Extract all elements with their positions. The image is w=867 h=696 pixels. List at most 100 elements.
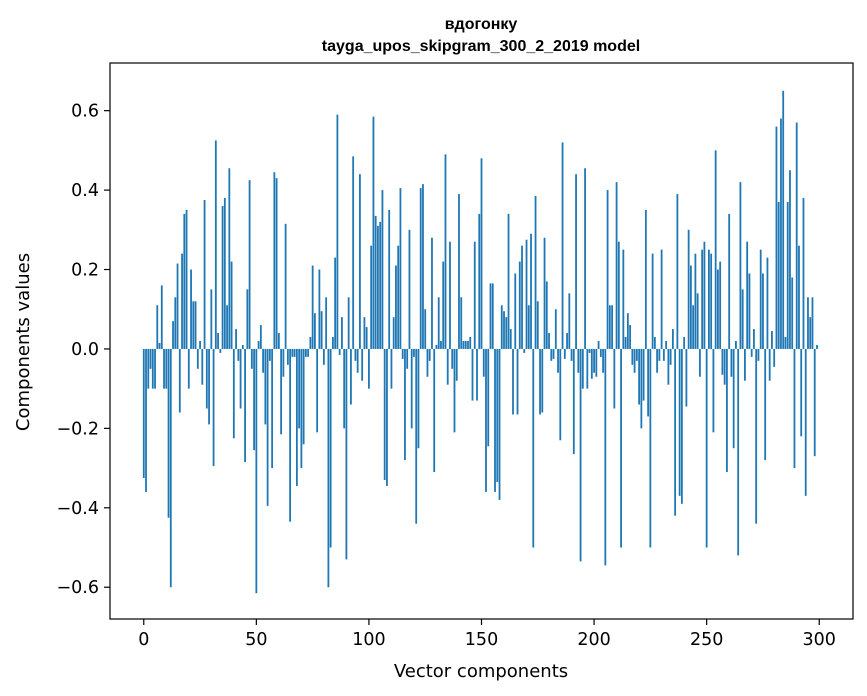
bar-component-7 [158,342,161,349]
bar-component-194 [579,348,582,562]
bar-component-155 [491,283,494,349]
bar-component-8 [160,285,163,349]
bar-component-182 [552,348,555,359]
bar-component-134 [444,154,447,349]
bar-component-58 [273,172,276,349]
bar-component-189 [568,293,571,349]
bar-component-24 [196,348,199,369]
bar-component-123 [419,188,422,349]
bar-component-25 [199,341,201,349]
bar-component-45 [244,348,246,463]
bar-component-161 [505,317,508,349]
bar-component-36 [223,198,226,349]
bar-component-139 [455,348,458,381]
bar-component-31 [212,348,215,467]
bar-component-208 [611,305,613,349]
bar-component-14 [174,297,177,349]
bar-component-259 [726,348,728,473]
bar-component-47 [248,180,251,349]
chart-subtitle: tayga_upos_skipgram_300_2_2019 model [322,38,640,55]
bar-component-26 [201,348,204,385]
bar-component-11 [167,348,170,518]
bar-component-129 [433,348,436,473]
bar-component-16 [178,348,181,413]
bar-component-239 [680,348,683,504]
bar-component-243 [689,265,692,349]
bar-component-30 [210,289,213,349]
bar-component-175 [536,301,539,349]
y-tick-label: −0.6 [57,578,100,598]
bar-component-219 [635,348,638,361]
bar-component-214 [624,337,627,349]
bar-component-251 [708,249,710,349]
bar-component-23 [194,301,197,349]
bar-component-260 [728,213,731,349]
bar-component-4 [151,348,154,389]
bar-component-206 [606,190,609,349]
bar-component-256 [719,261,722,349]
bar-component-149 [478,213,481,349]
bar-component-272 [755,348,758,524]
bar-series [142,90,818,594]
bar-component-284 [782,90,785,349]
bar-component-200 [593,348,595,373]
bar-component-223 [644,209,647,349]
bar-component-43 [239,348,242,409]
bar-component-145 [469,337,472,349]
bar-component-240 [683,337,686,349]
bar-component-71 [302,348,305,445]
bar-component-293 [802,198,805,349]
bar-component-263 [735,341,737,349]
bar-component-57 [271,348,274,469]
bar-component-281 [775,126,778,349]
bar-component-198 [588,348,591,353]
bar-component-268 [746,241,749,349]
bar-component-121 [415,348,418,524]
bar-component-227 [653,337,656,349]
bar-component-35 [221,205,224,349]
bar-component-132 [440,341,442,349]
bar-component-15 [176,263,179,349]
bar-component-169 [523,348,526,353]
bar-component-125 [424,309,427,349]
bar-component-133 [442,261,445,349]
bar-component-100 [368,348,370,389]
y-axis-label: Components values [13,253,34,431]
bar-component-66 [291,348,294,357]
bar-component-141 [460,297,463,349]
bar-component-210 [615,182,618,349]
bar-component-90 [345,348,348,560]
plot-frame [109,62,854,620]
bar-component-258 [723,348,726,385]
bar-component-190 [570,348,573,361]
bar-component-264 [737,348,740,556]
bar-component-233 [667,348,670,385]
bar-component-277 [766,257,769,349]
bar-component-289 [793,348,796,469]
bar-component-170 [525,239,528,349]
bar-component-186 [561,142,564,349]
bar-component-2 [147,348,150,389]
bar-component-67 [293,348,296,357]
bar-component-1 [145,348,147,492]
bar-component-81 [325,297,328,349]
bar-component-55 [266,348,269,506]
bar-component-138 [453,348,456,433]
bar-component-275 [762,273,764,349]
bar-component-107 [383,348,386,480]
bar-component-94 [354,348,357,361]
bar-component-257 [721,348,724,375]
bar-component-278 [768,348,771,381]
bar-component-12 [169,348,172,588]
y-tick-label: −0.2 [57,419,100,439]
bar-component-80 [322,348,325,365]
bar-component-225 [649,348,652,548]
bar-component-177 [541,348,544,413]
bar-component-178 [543,237,546,349]
bar-component-137 [451,348,454,369]
bar-component-146 [471,348,474,401]
bar-component-212 [620,348,622,548]
bar-component-27 [203,200,206,349]
bar-component-298 [813,348,816,457]
